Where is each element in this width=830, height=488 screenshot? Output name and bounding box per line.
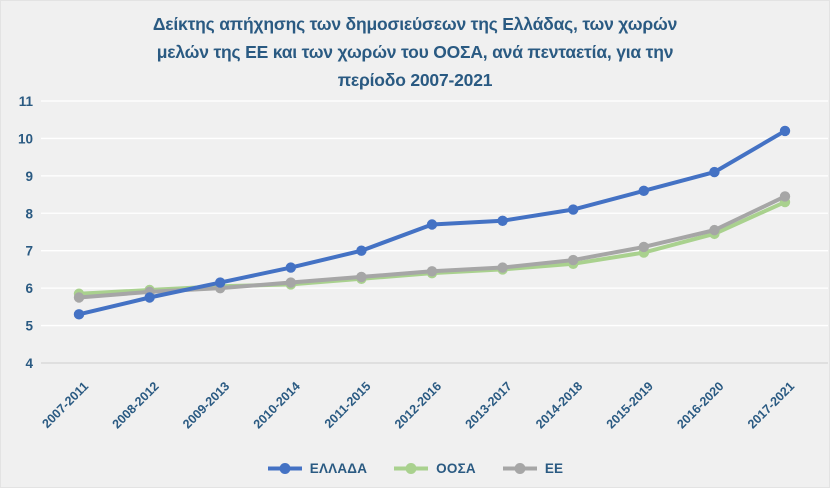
x-axis-tick-label: 2011-2015: [322, 379, 374, 431]
legend-label-eu: ΕΕ: [544, 461, 564, 476]
data-point-ΕΕ-2014-2018: [568, 254, 579, 266]
data-point-ΕΛΛΑΔΑ-2013-2017: [497, 215, 508, 226]
x-axis-tick-label: 2016-2020: [674, 379, 726, 431]
x-axis-tick-label: 2009-2013: [180, 379, 232, 431]
y-axis-tick-label: 10: [18, 131, 33, 146]
data-point-ΕΛΛΑΔΑ-2007-2011: [73, 309, 85, 320]
line-chart: 4 5 6 7 8 9 10 11 2007-2011 2008-2012 2009-2013 201…: [18, 94, 828, 431]
legend-marker-oecd-icon: [394, 463, 429, 474]
y-axis-tick-label: 5: [25, 319, 33, 334]
data-point-ΕΕ-2007-2011: [73, 292, 85, 303]
legend-marker-greece-icon: [267, 463, 302, 474]
y-axis-tick-label: 11: [19, 94, 34, 109]
chart-legend: ΕΛΛΑΔΑ ΟΟΣΑ ΕΕ: [1, 461, 829, 476]
data-point-ΕΕ-2012-2016: [426, 266, 438, 277]
series-line-ΟΟΣΑ: [77, 200, 787, 296]
data-point-ΕΕ-2010-2014: [285, 277, 296, 288]
y-axis-tick-label: 6: [25, 281, 33, 296]
x-axis-tick-label: 2015-2019: [604, 379, 656, 431]
y-axis-tick-label: 7: [25, 244, 33, 259]
chart-title-line-2: μελών της ΕΕ και των χωρών του ΟΟΣΑ, ανά…: [156, 42, 674, 62]
x-axis-tick-label: 2008-2012: [110, 379, 162, 431]
chart-title: Δείκτης απήχησης των δημοσιεύσεων της Ελ…: [1, 10, 829, 94]
chart-title-line-1: Δείκτης απήχησης των δημοσιεύσεων της Ελ…: [152, 14, 678, 34]
series-line-ΕΕ: [77, 194, 787, 300]
data-point-ΕΕ-2016-2020: [709, 224, 720, 236]
data-point-ΕΕ-2015-2019: [638, 241, 649, 253]
x-axis-tick-label: 2012-2016: [392, 379, 444, 431]
legend-item-greece: ΕΛΛΑΔΑ: [267, 461, 367, 476]
data-point-ΕΛΛΑΔΑ-2011-2015: [356, 245, 367, 256]
data-point-ΕΛΛΑΔΑ-2017-2021: [779, 125, 791, 137]
data-point-ΕΛΛΑΔΑ-2008-2012: [144, 292, 155, 303]
y-axis-tick-label: 9: [25, 169, 33, 184]
legend-label-greece: ΕΛΛΑΔΑ: [309, 461, 368, 476]
data-point-ΕΕ-2011-2015: [356, 271, 367, 283]
legend-item-eu: ΕΕ: [502, 461, 563, 476]
data-point-ΕΛΛΑΔΑ-2010-2014: [285, 262, 296, 273]
y-axis-tick-label: 8: [25, 206, 33, 221]
data-point-ΕΛΛΑΔΑ-2016-2020: [709, 166, 720, 178]
data-point-ΕΛΛΑΔΑ-2015-2019: [638, 185, 649, 197]
data-point-ΕΛΛΑΔΑ-2014-2018: [568, 204, 579, 215]
data-point-ΕΛΛΑΔΑ-2009-2013: [215, 277, 226, 288]
x-axis-tick-label: 2014-2018: [533, 379, 585, 431]
data-point-ΕΕ-2017-2021: [779, 191, 791, 202]
legend-item-oecd: ΟΟΣΑ: [393, 461, 476, 476]
x-axis-tick-label: 2007-2011: [39, 379, 91, 431]
data-point-ΕΕ-2013-2017: [497, 262, 508, 273]
x-axis-tick-label: 2010-2014: [251, 379, 303, 431]
data-point-ΕΛΛΑΔΑ-2012-2016: [426, 219, 438, 230]
x-axis-tick-label: 2017-2021: [745, 379, 797, 431]
x-axis-tick-label: 2013-2017: [463, 379, 515, 431]
chart-title-line-3: περίοδο 2007-2021: [337, 70, 493, 90]
legend-marker-eu-icon: [502, 463, 537, 474]
y-axis-tick-label: 4: [25, 356, 33, 371]
legend-label-oecd: ΟΟΣΑ: [436, 461, 476, 476]
